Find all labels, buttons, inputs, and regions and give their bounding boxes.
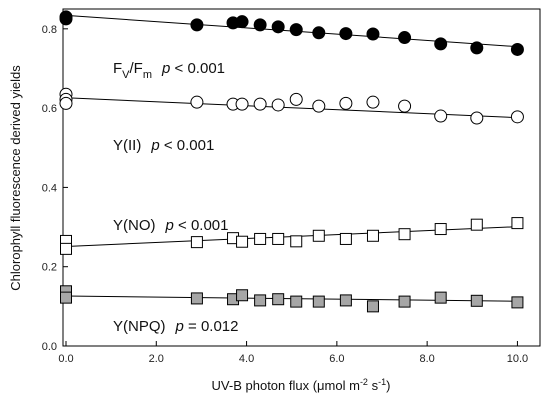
- data-point-yii: [510, 110, 524, 124]
- data-point-ynpq: [312, 295, 325, 308]
- data-point-yno: [339, 232, 352, 245]
- data-point-yii: [434, 109, 448, 123]
- series-label-yno: Y(NO) p < 0.001: [113, 217, 228, 234]
- y-tick-label: 0.8: [42, 24, 57, 36]
- data-point-fvfm: [366, 27, 380, 41]
- data-point-fvfm: [289, 23, 303, 37]
- data-point-ynpq: [366, 300, 379, 313]
- x-tick-label: 2.0: [149, 353, 164, 365]
- x-tick-label: 4.0: [239, 353, 254, 365]
- data-point-yii: [398, 99, 412, 113]
- data-point-ynpq: [290, 295, 303, 308]
- data-point-yno: [398, 228, 411, 241]
- data-point-fvfm: [339, 27, 353, 41]
- axis-ticks: 0.0 2.0 4.0 6.0 8.0 10.0 0.0 0.2 0.4 0.6 0.8: [42, 24, 528, 365]
- data-point-yno: [236, 235, 249, 248]
- series-label-fvfm: FV/Fm p < 0.001: [113, 60, 225, 81]
- data-point-ynpq: [339, 294, 352, 307]
- data-point-fvfm: [271, 20, 285, 34]
- series-labels: FV/Fm p < 0.001 Y(II) p < 0.001 Y(NO) p < 0.0…: [113, 60, 238, 335]
- data-point-yii: [366, 95, 380, 109]
- plot-frame: [62, 8, 541, 347]
- data-point-yii: [253, 97, 267, 111]
- data-point-fvfm: [510, 42, 524, 56]
- series-label-yii: Y(II) p < 0.001: [113, 137, 214, 154]
- data-point-fvfm: [59, 12, 73, 26]
- x-tick-label: 6.0: [329, 353, 344, 365]
- data-point-fvfm: [190, 18, 204, 32]
- x-tick-label: 0.0: [58, 353, 73, 365]
- data-point-ynpq: [398, 295, 411, 308]
- data-point-yii: [339, 96, 353, 110]
- data-point-yno: [434, 223, 447, 236]
- data-point-ynpq: [272, 293, 285, 306]
- data-point-ynpq: [236, 289, 249, 302]
- data-point-yno: [272, 232, 285, 245]
- data-point-ynpq: [60, 291, 72, 304]
- data-point-ynpq: [511, 296, 524, 309]
- series-label-ynpq: Y(NPQ) p = 0.012: [113, 318, 238, 335]
- data-point-fvfm: [434, 37, 448, 51]
- y-tick-label: 0.4: [42, 182, 57, 194]
- y-tick-label: 0.6: [42, 103, 57, 115]
- data-point-yno: [60, 242, 72, 255]
- data-point-ynpq: [254, 294, 267, 307]
- y-axis-title: Chlorophyll fluorescence derived yields: [8, 65, 23, 291]
- data-point-fvfm: [312, 26, 326, 40]
- data-point-fvfm: [253, 18, 267, 32]
- data-point-ynpq: [470, 294, 483, 307]
- data-point-yii: [190, 95, 204, 109]
- trend-lines: [65, 14, 518, 302]
- data-point-yno: [470, 218, 483, 231]
- data-point-yii: [312, 99, 326, 113]
- data-point-yno: [290, 235, 303, 248]
- data-point-yno: [366, 229, 379, 242]
- x-axis-title: UV-B photon flux (μmol m-2 s-1): [212, 377, 391, 393]
- data-point-fvfm: [470, 41, 484, 55]
- data-point-yno: [190, 236, 203, 249]
- data-point-fvfm: [235, 15, 249, 29]
- data-point-fvfm: [398, 31, 412, 45]
- data-point-yii: [59, 96, 73, 110]
- x-tick-label: 8.0: [419, 353, 434, 365]
- data-point-yii: [470, 111, 484, 125]
- data-point-yii: [235, 97, 249, 111]
- data-point-ynpq: [434, 291, 447, 304]
- data-point-ynpq: [190, 292, 203, 305]
- y-tick-label: 0.2: [42, 262, 57, 274]
- data-point-yno: [312, 229, 325, 242]
- data-point-yno: [511, 217, 524, 230]
- data-point-yii: [289, 92, 303, 106]
- data-points: [59, 10, 524, 313]
- y-tick-label: 0.0: [42, 341, 57, 353]
- data-point-yno: [254, 232, 267, 245]
- data-point-yii: [271, 98, 285, 112]
- x-tick-label: 10.0: [507, 353, 528, 365]
